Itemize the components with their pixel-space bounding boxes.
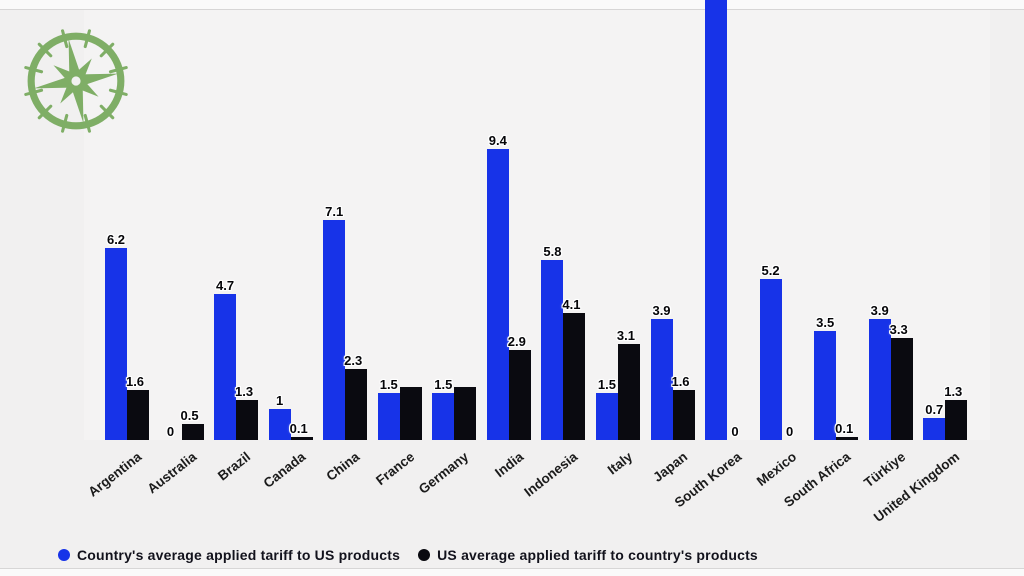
bar-black: [236, 400, 259, 440]
bar-blue: [759, 279, 782, 440]
bar-blue: [596, 393, 618, 440]
value-label-blue: 3.5: [816, 315, 835, 330]
bar-blue: [923, 418, 946, 440]
value-label-black: 0: [785, 424, 794, 439]
bar-blue: [268, 409, 291, 440]
value-label-black: 1.6: [671, 374, 690, 389]
bar-blue: [705, 0, 727, 440]
bar-black: [290, 437, 313, 440]
value-label-black: 0: [731, 424, 739, 439]
value-label-black: 0.5: [180, 408, 199, 423]
value-label-black: 4.1: [562, 297, 581, 312]
bar-black: [618, 344, 640, 440]
legend-label-us-tariff: US average applied tariff to country's p…: [437, 547, 758, 563]
black-dot-icon: [418, 549, 431, 561]
value-label-black: 1.3: [944, 384, 963, 399]
bar-blue: [214, 294, 237, 440]
chart-legend: Country's average applied tariff to US p…: [58, 547, 758, 563]
value-label-blue: 7.1: [325, 204, 344, 219]
value-label-black: 0.1: [835, 421, 854, 436]
compass-logo-icon: [24, 29, 128, 133]
bar-blue: [377, 393, 400, 440]
bar-black: [345, 369, 368, 440]
value-label-blue: 6.2: [106, 232, 126, 247]
value-label-blue: 3.9: [652, 303, 671, 318]
bar-blue: [105, 248, 127, 440]
bar-black: [563, 313, 586, 440]
value-label-black: 2.3: [344, 353, 363, 368]
value-label-blue: 1.5: [597, 377, 616, 392]
value-label-blue: 5.2: [761, 263, 780, 278]
bar-blue: [323, 220, 346, 440]
bar-black: [890, 338, 913, 440]
value-label-blue: 1.5: [379, 377, 398, 392]
legend-label-country-tariff: Country's average applied tariff to US p…: [77, 547, 401, 563]
bar-blue: [868, 319, 891, 440]
bar-blue: [541, 260, 564, 440]
bar-black: [836, 437, 859, 440]
value-label-blue: 0: [166, 424, 175, 439]
bar-black: [454, 387, 477, 440]
top-border-line: [0, 9, 1024, 10]
value-label-black: 3.3: [889, 322, 908, 337]
value-label-blue: 3.9: [870, 303, 889, 318]
bar-black: [181, 424, 204, 440]
value-label-black: 0.1: [289, 421, 308, 436]
value-label-blue: 4.7: [216, 278, 235, 293]
value-label-black: 2.9: [507, 334, 526, 349]
top-margin-strip: [0, 0, 1024, 9]
value-label-black: 3.1: [616, 328, 635, 343]
bar-blue: [486, 149, 509, 440]
bar-black: [945, 400, 968, 440]
bar-black: [399, 387, 422, 440]
x-axis-label: United Kingdom: [871, 449, 963, 526]
bar-black: [672, 390, 695, 440]
bar-black: [508, 350, 531, 440]
value-label-blue: 5.8: [543, 244, 562, 259]
blue-dot-icon: [58, 549, 70, 561]
bottom-margin-strip: [0, 569, 1024, 576]
value-label-black: 1.3: [235, 384, 254, 399]
bar-black: [127, 390, 149, 440]
value-label-blue: 0.7: [925, 402, 944, 417]
legend-item-us-tariff: US average applied tariff to country's p…: [418, 547, 758, 563]
bar-blue: [650, 319, 673, 440]
bar-blue: [432, 393, 455, 440]
value-label-blue: 1.5: [434, 377, 453, 392]
bottom-border-line: [0, 568, 1024, 569]
value-label-blue: 9.4: [488, 133, 507, 148]
legend-item-country-tariff: Country's average applied tariff to US p…: [58, 547, 400, 563]
value-label-blue: 1: [276, 393, 284, 408]
bar-blue: [814, 331, 837, 440]
value-label-black: 1.6: [125, 374, 145, 389]
